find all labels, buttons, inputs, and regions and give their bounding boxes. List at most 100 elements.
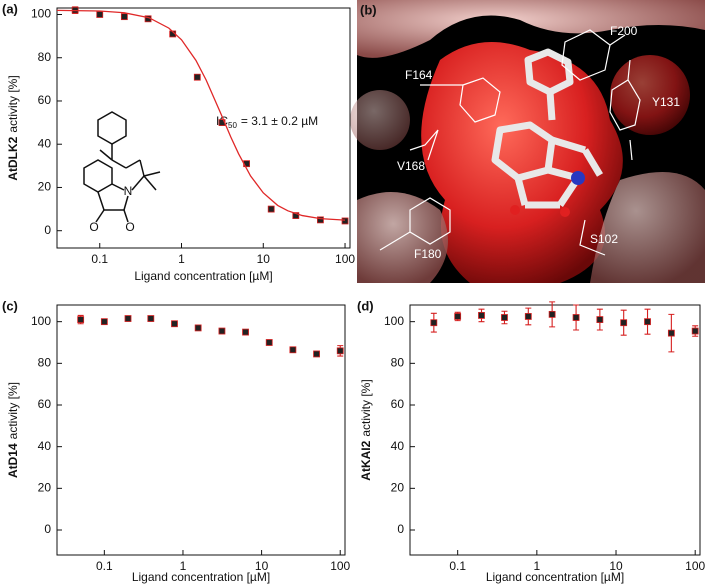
- panel-label: (a): [2, 1, 18, 16]
- y-tick-label: 80: [38, 50, 52, 64]
- plot-frame: [409, 304, 701, 556]
- data-point: [341, 217, 349, 225]
- data-point: [313, 350, 320, 358]
- residue-label: F200: [610, 24, 638, 38]
- data-point: [147, 315, 155, 322]
- data-point: [267, 205, 275, 213]
- structure-panel: (b) F200 F164 Y131 V168 F180 S102: [350, 0, 705, 283]
- data-point: [596, 316, 604, 323]
- fit-curve: [56, 9, 346, 221]
- data-point: [430, 319, 438, 327]
- y-tick-label: 20: [391, 481, 405, 495]
- oxygen: [510, 205, 520, 215]
- plot-frame: [56, 7, 351, 249]
- y-axis-label: AtD14 activity [%]: [6, 382, 20, 478]
- data-point: [572, 314, 580, 321]
- x-tick-label: 100: [335, 252, 355, 266]
- x-tick-label: 10: [609, 559, 623, 573]
- data-point: [691, 327, 699, 335]
- data-point: [242, 328, 249, 336]
- x-tick-label: 100: [685, 559, 705, 573]
- x-tick-label: 0.1: [449, 559, 466, 573]
- data-point: [96, 11, 104, 18]
- y-axis-label-name: AtD14: [6, 443, 20, 478]
- data-point: [265, 339, 273, 346]
- y-tick-label: 100: [31, 314, 51, 328]
- x-tick-label: 100: [330, 559, 350, 573]
- data-point: [120, 13, 128, 21]
- data-point: [478, 312, 485, 319]
- data-point: [171, 320, 178, 328]
- annotation-sub: 50: [228, 121, 237, 130]
- y-tick-label: 0: [44, 223, 51, 237]
- data-point: [336, 347, 344, 355]
- residue-label: S102: [590, 232, 618, 246]
- nitrogen: [571, 171, 585, 185]
- y-tick-label: 0: [44, 522, 51, 536]
- surface: [350, 90, 410, 150]
- residue-label: V168: [397, 159, 425, 173]
- data-point: [218, 327, 226, 335]
- y-tick-label: 40: [38, 136, 52, 150]
- y-tick-label: 0: [397, 522, 404, 536]
- y-axis-label: AtDLK2 activity [%]: [6, 75, 20, 180]
- y-tick-label: 20: [38, 180, 52, 194]
- y-tick-label: 100: [384, 314, 404, 328]
- y-tick-label: 20: [38, 481, 52, 495]
- chemical-structure: [83, 111, 161, 223]
- y-axis-label-unit: activity [%]: [359, 379, 373, 436]
- y-tick-label: 40: [391, 439, 405, 453]
- atom-label: O: [125, 220, 134, 234]
- y-axis-label: AtKAI2 activity [%]: [359, 379, 373, 480]
- x-axis-label: Ligand concentration [µM]: [486, 570, 624, 584]
- panel-label: (b): [360, 2, 377, 17]
- plot-frame: [56, 304, 346, 556]
- y-tick-label: 60: [391, 397, 405, 411]
- atom-label: N: [124, 184, 133, 198]
- data-point: [454, 313, 462, 320]
- ligand: [491, 48, 604, 209]
- y-tick-label: 80: [38, 356, 52, 370]
- x-tick-label: 10: [257, 252, 271, 266]
- data-point: [548, 310, 556, 318]
- y-axis-label-name: AtKAI2: [359, 440, 373, 480]
- y-tick-label: 80: [391, 356, 405, 370]
- residue-label: F164: [405, 68, 433, 82]
- annotation: IC50= 3.1 ± 0.2 µM: [216, 114, 318, 130]
- x-axis-label: Ligand concentration [µM]: [134, 269, 272, 283]
- y-tick-label: 40: [38, 439, 52, 453]
- x-tick-label: 0.1: [96, 559, 113, 573]
- y-axis-label-name: AtDLK2: [6, 136, 20, 180]
- data-point: [124, 315, 132, 322]
- data-point: [501, 314, 508, 321]
- data-point: [77, 316, 85, 323]
- data-point: [100, 318, 108, 326]
- data-point: [317, 216, 324, 224]
- residue-label: Y131: [652, 95, 680, 109]
- y-axis-label-unit: activity [%]: [6, 75, 20, 132]
- x-axis-label: Ligand concentration [µM]: [132, 570, 270, 584]
- y-tick-label: 60: [38, 397, 52, 411]
- oxygen: [560, 207, 570, 217]
- surface: [421, 42, 623, 283]
- surface: [590, 172, 705, 283]
- residue-label: F180: [414, 247, 442, 261]
- x-tick-label: 0.1: [91, 252, 108, 266]
- x-tick-label: 1: [178, 252, 185, 266]
- residue-lines: [379, 29, 641, 256]
- surface: [610, 55, 690, 135]
- panel-label: (d): [357, 298, 374, 313]
- x-tick-label: 10: [255, 559, 269, 573]
- data-point: [194, 324, 202, 332]
- data-point: [193, 73, 201, 81]
- data-point: [292, 212, 300, 219]
- y-tick-label: 100: [31, 7, 51, 21]
- data-point: [524, 313, 532, 320]
- data-point: [620, 319, 628, 327]
- x-tick-label: 1: [533, 559, 540, 573]
- panel-label: (c): [2, 298, 18, 313]
- surface: [357, 0, 705, 58]
- x-tick-label: 1: [180, 559, 187, 573]
